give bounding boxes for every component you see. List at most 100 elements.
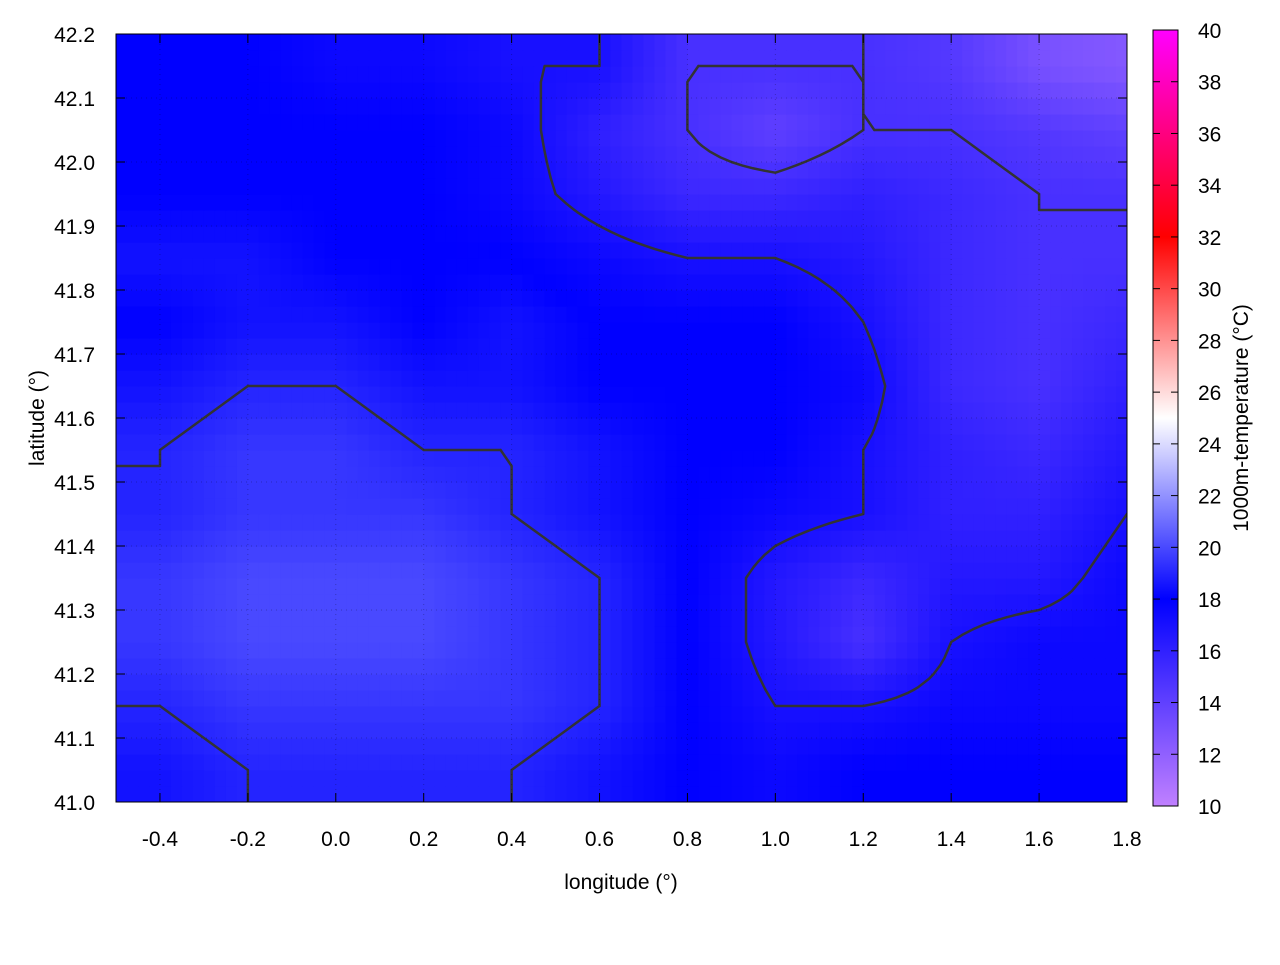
heatmap-cell [874,98,886,115]
heatmap-cell [434,290,447,307]
heatmap-cell [1017,770,1029,787]
heatmap-cell [280,738,293,755]
heatmap-cell [138,194,150,211]
heatmap-cell [412,66,425,83]
heatmap-cell [181,370,194,387]
heatmap-cell [577,546,590,563]
heatmap-cell [907,290,919,307]
heatmap-cell [357,130,370,147]
heatmap-cell [236,50,249,67]
heatmap-cell [456,514,469,531]
heatmap-cell [610,66,623,83]
heatmap-cell [511,514,524,531]
heatmap-cell [929,210,941,227]
heatmap-cell [687,402,699,419]
heatmap-cell [720,658,732,675]
heatmap-cell [962,642,974,659]
heatmap-cell [654,130,667,147]
heatmap-cell [412,786,425,802]
heatmap-cell [786,290,798,307]
heatmap-cell [149,290,161,307]
heatmap-cell [951,162,963,179]
heatmap-cell [401,34,414,35]
heatmap-cell [412,546,425,563]
heatmap-cell [1028,402,1040,419]
heatmap-cell [181,466,194,483]
heatmap-cell [214,578,227,595]
heatmap-cell [456,658,469,675]
heatmap-cell [280,658,293,675]
heatmap-cell [346,530,359,547]
heatmap-cell [302,530,315,547]
heatmap-cell [896,722,908,739]
heatmap-cell [1050,386,1062,403]
heatmap-cell [1039,482,1051,499]
heatmap-cell [819,642,831,659]
heatmap-cell [984,210,996,227]
heatmap-cell [489,418,502,435]
heatmap-cell [632,786,645,802]
heatmap-cell [852,674,864,691]
heatmap-cell [324,610,337,627]
heatmap-cell [929,738,941,755]
heatmap-cell [368,210,381,227]
heatmap-cell [149,354,161,371]
heatmap-cell [863,290,875,307]
heatmap-cell [1116,546,1127,563]
heatmap-cell [555,50,568,67]
heatmap-cell [269,306,282,323]
heatmap-cell [731,178,743,195]
heatmap-cell [819,738,831,755]
heatmap-cell [819,482,831,499]
heatmap-cell [1028,770,1040,787]
heatmap-cell [368,98,381,115]
heatmap-cell [544,498,557,515]
heatmap-cell [698,642,710,659]
heatmap-cell [852,130,864,147]
heatmap-cell [181,626,194,643]
heatmap-cell [478,226,491,243]
heatmap-cell [181,658,194,675]
heatmap-cell [390,658,403,675]
heatmap-cell [885,738,897,755]
heatmap-cell [819,434,831,451]
heatmap-cell [434,498,447,515]
heatmap-cell [907,578,919,595]
heatmap-cell [335,130,348,147]
heatmap-cell [511,386,524,403]
heatmap-cell [434,434,447,451]
heatmap-cell [962,546,974,563]
heatmap-cell [786,82,798,99]
heatmap-cell [1094,290,1106,307]
heatmap-cell [566,162,579,179]
heatmap-cell [841,770,853,787]
heatmap-cell [610,482,623,499]
heatmap-cell [456,434,469,451]
heatmap-cell [445,354,458,371]
heatmap-cell [654,610,667,627]
heatmap-cell [1105,50,1117,67]
heatmap-cell [709,226,721,243]
heatmap-cell [522,258,535,275]
heatmap-cell [698,370,710,387]
heatmap-cell [819,722,831,739]
heatmap-cell [676,322,688,339]
heatmap-cell [665,626,678,643]
heatmap-cell [357,418,370,435]
heatmap-cell [225,178,238,195]
heatmap-cell [478,274,491,291]
heatmap-cell [324,178,337,195]
heatmap-cell [1094,82,1106,99]
heatmap-cell [929,546,941,563]
heatmap-cell [291,306,304,323]
heatmap-cell [753,786,765,802]
heatmap-cell [247,530,260,547]
heatmap-cell [302,722,315,739]
heatmap-cell [731,226,743,243]
heatmap-cell [434,402,447,419]
heatmap-cell [138,610,150,627]
heatmap-cell [874,674,886,691]
heatmap-cell [379,610,392,627]
heatmap-cell [324,82,337,99]
heatmap-cell [533,562,546,579]
